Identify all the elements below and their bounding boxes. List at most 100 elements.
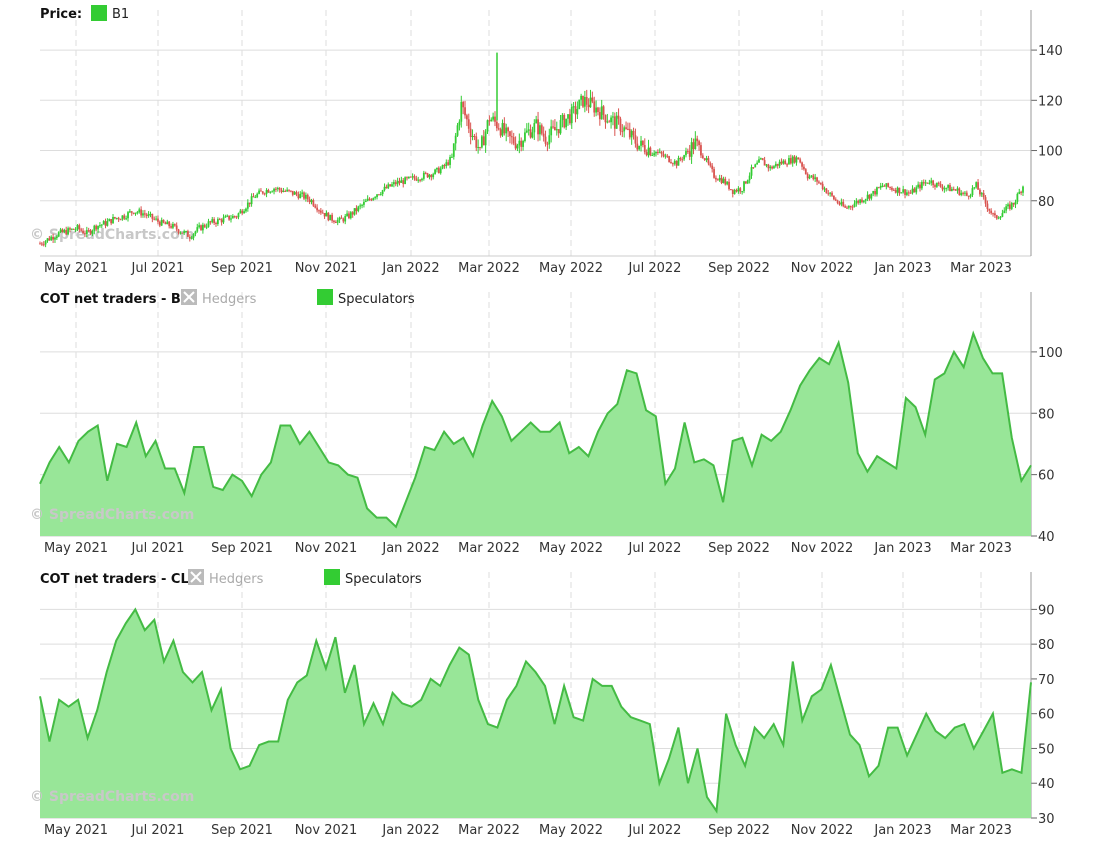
- watermark-2: © SpreadCharts.com: [30, 507, 194, 523]
- candle-body: [466, 115, 468, 120]
- candle-body: [786, 164, 788, 166]
- candle-body: [261, 191, 264, 194]
- candle-body: [889, 186, 891, 188]
- candle-body: [619, 118, 622, 132]
- candle-body: [306, 194, 309, 200]
- y-tick-label: 50: [1038, 742, 1055, 757]
- candle-body: [1018, 191, 1021, 194]
- candle-body: [952, 188, 955, 190]
- candle-body: [818, 181, 820, 183]
- candle-body: [733, 190, 736, 194]
- candle-body: [765, 164, 768, 166]
- candle-body: [383, 186, 386, 191]
- candle-body: [803, 166, 805, 170]
- candle-body: [138, 209, 141, 213]
- candle-body: [773, 166, 775, 169]
- candle-body: [432, 174, 435, 178]
- candle-body: [400, 180, 403, 183]
- candle-body: [670, 162, 672, 164]
- candle-body: [572, 106, 575, 108]
- candle-body: [829, 192, 832, 194]
- candle-body: [263, 193, 266, 195]
- x-tick-label: Sep 2021: [211, 541, 273, 556]
- candle-body: [168, 221, 171, 227]
- candle-body: [179, 232, 182, 234]
- candle-body: [664, 155, 667, 157]
- candle-body: [724, 178, 727, 185]
- candle-body: [653, 153, 656, 156]
- x-tick-label: Jul 2021: [131, 541, 185, 556]
- watermark-1: © SpreadCharts.com: [30, 227, 194, 243]
- candle-body: [398, 180, 401, 183]
- candle-body: [746, 180, 749, 184]
- candle-body: [301, 192, 304, 194]
- candle-body: [224, 216, 227, 218]
- candle-body: [509, 131, 511, 137]
- candle-body: [402, 180, 405, 185]
- candle-body: [376, 194, 378, 198]
- candle-body: [651, 155, 654, 157]
- candle-body: [698, 141, 700, 146]
- candle-body: [876, 187, 878, 195]
- candle-body: [406, 177, 408, 179]
- speculators-b-legend-swatch[interactable]: [317, 289, 333, 305]
- hedgers-b-legend-label[interactable]: Hedgers: [202, 292, 257, 307]
- candle-body: [750, 167, 753, 176]
- candle-body: [548, 135, 551, 145]
- candle-body: [758, 159, 760, 163]
- candle-body: [870, 193, 873, 199]
- candle-body: [559, 120, 562, 134]
- candle-body: [503, 123, 506, 134]
- candle-body: [1012, 202, 1015, 205]
- candle-body: [744, 181, 747, 184]
- candle-body: [512, 137, 515, 144]
- candle-body: [789, 158, 792, 164]
- candle-body: [1008, 204, 1011, 209]
- candle-body: [868, 194, 871, 199]
- candle-body: [342, 218, 345, 222]
- x-tick-label: Mar 2022: [458, 823, 520, 838]
- hedgers-cl-legend-checkbox-icon[interactable]: [188, 569, 204, 585]
- candle-body: [705, 158, 708, 161]
- candle-body: [407, 176, 410, 179]
- b1-legend-label[interactable]: B1: [112, 7, 129, 22]
- candle-body: [617, 115, 620, 119]
- candle-body: [334, 222, 337, 224]
- candle-body: [100, 224, 103, 226]
- candle-body: [915, 187, 918, 193]
- x-tick-label: Jul 2021: [131, 261, 185, 276]
- candle-body: [720, 177, 723, 184]
- candle-body: [982, 193, 985, 198]
- candle-body: [568, 114, 571, 124]
- candle-body: [46, 238, 49, 242]
- candle-body: [628, 129, 631, 138]
- candle-body: [600, 106, 603, 120]
- candle-body: [782, 160, 785, 164]
- candle-body: [99, 225, 101, 227]
- candle-body: [847, 206, 850, 208]
- hedgers-cl-legend-label[interactable]: Hedgers: [209, 572, 264, 587]
- candle-body: [956, 188, 959, 191]
- candle-body: [312, 200, 315, 206]
- candle-body: [954, 189, 957, 191]
- candle-body: [855, 200, 858, 204]
- candle-body: [391, 184, 393, 187]
- speculators-cl-legend-label[interactable]: Speculators: [345, 572, 422, 587]
- candle-body: [964, 192, 966, 194]
- speculators-cl-legend-swatch[interactable]: [324, 569, 340, 585]
- candle-body: [233, 216, 236, 218]
- candle-body: [726, 181, 729, 185]
- candle-body: [325, 212, 328, 217]
- b1-legend-swatch[interactable]: [91, 5, 107, 21]
- candle-body: [1003, 210, 1006, 214]
- candle-body: [331, 214, 333, 221]
- candle-body: [441, 165, 444, 169]
- hedgers-legend-checkbox-icon[interactable]: [181, 289, 197, 305]
- speculators-b-legend-label[interactable]: Speculators: [338, 292, 415, 307]
- candle-body: [220, 219, 223, 223]
- candle-body: [336, 219, 339, 223]
- candle-body: [200, 225, 202, 231]
- candle-body: [480, 136, 483, 148]
- candle-body: [917, 184, 920, 188]
- candle-body: [930, 180, 933, 183]
